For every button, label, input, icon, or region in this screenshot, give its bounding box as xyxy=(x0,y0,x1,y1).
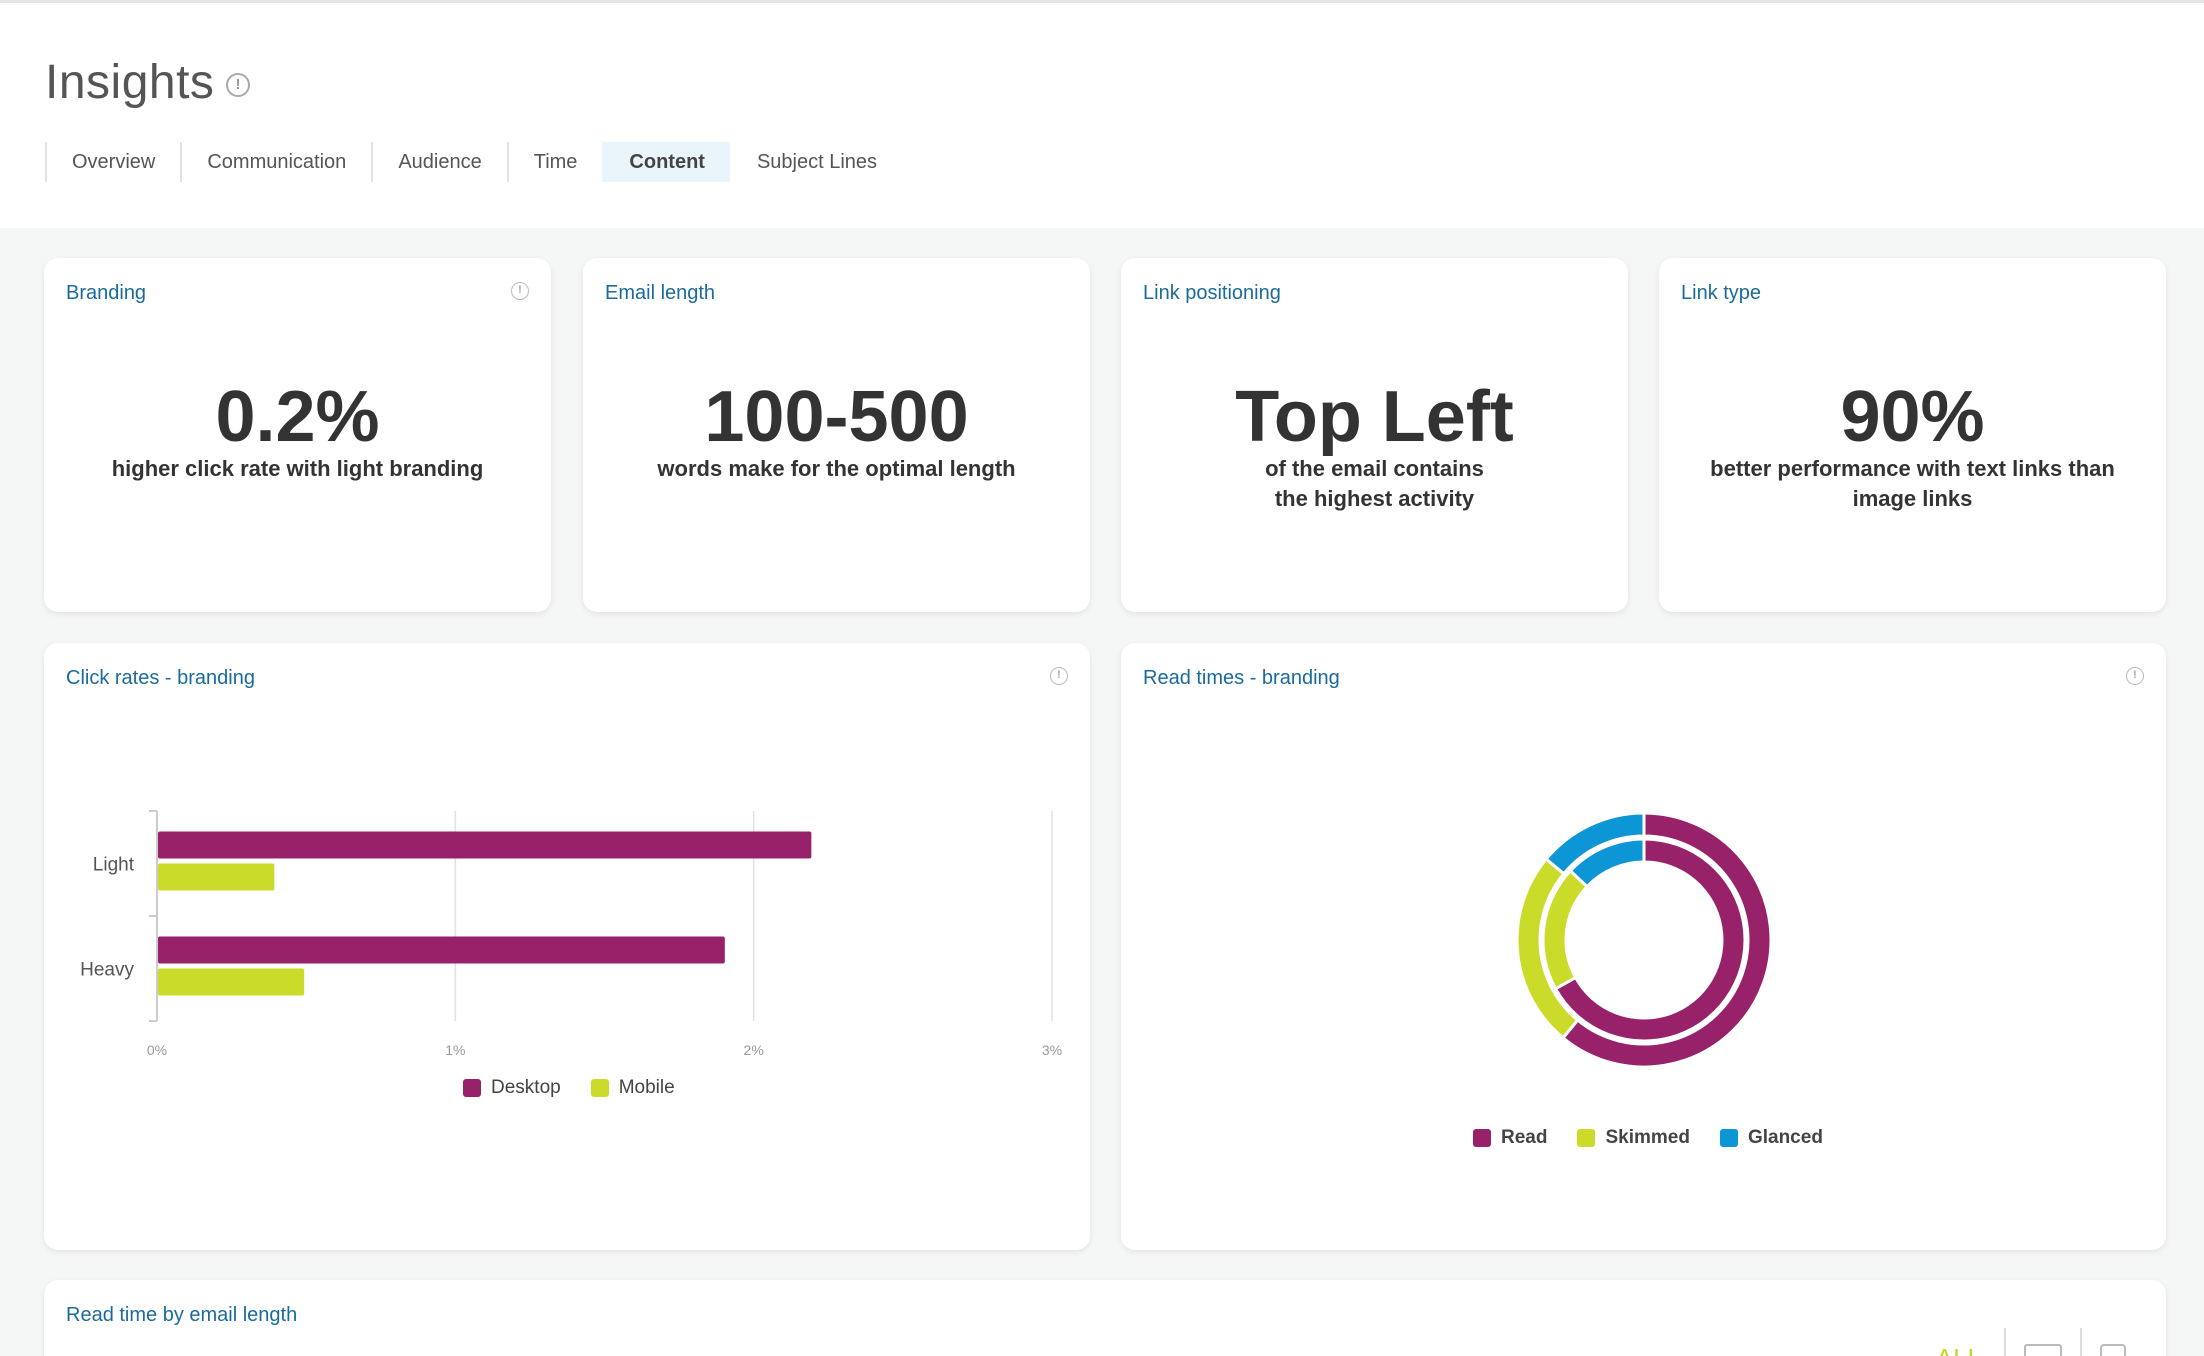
bar-mobile-light[interactable] xyxy=(158,863,275,891)
info-icon[interactable]: ! xyxy=(511,282,529,300)
card-title: Link type xyxy=(1681,282,1762,304)
desktop-icon[interactable] xyxy=(2024,1344,2062,1356)
read-times-donut-chart xyxy=(1515,811,1773,1069)
tab-overview[interactable]: Overview xyxy=(45,142,180,182)
stat-value: 100-500 xyxy=(704,377,969,457)
legend-swatch xyxy=(590,1079,609,1097)
donut-slice-inner-read[interactable] xyxy=(1553,837,1747,1043)
legend-swatch xyxy=(1473,1129,1491,1147)
header-bar: Insights ! Overview Communication Audien… xyxy=(0,0,2204,228)
stat-card-branding: Branding ! 0.2% higher click rate with l… xyxy=(44,258,551,612)
stat-card-email-length: Email length 100-500 words make for the … xyxy=(583,258,1090,612)
read-time-length-card: Read time by email length ALL xyxy=(44,1280,2166,1356)
stat-value: 0.2% xyxy=(215,377,380,457)
click-rates-bar-chart: 0% 1% 2% 3% Light Heavy xyxy=(80,810,1062,1058)
donut-slice-outer-read[interactable] xyxy=(1560,811,1773,1069)
tab-content[interactable]: Content xyxy=(602,142,730,182)
card-title: Link positioning xyxy=(1143,282,1281,304)
stat-description: words make for the optimal length xyxy=(657,456,1016,481)
legend-item-glanced[interactable]: Glanced xyxy=(1719,1127,1823,1149)
bar-desktop-heavy[interactable] xyxy=(158,936,725,964)
bar-chart-legend: Desktop Mobile xyxy=(463,1077,705,1099)
stat-description: of the email contains the highest activi… xyxy=(1265,456,1484,511)
card-title: Branding xyxy=(66,282,147,304)
stat-description: better performance with text links than … xyxy=(1710,456,2115,511)
card-title: Read time by email length xyxy=(66,1304,298,1326)
mobile-icon[interactable] xyxy=(2100,1344,2126,1356)
y-category-label: Heavy xyxy=(80,960,134,981)
stat-card-link-positioning: Link positioning Top Left of the email c… xyxy=(1121,258,1628,612)
card-title: Read times - branding xyxy=(1143,667,1340,689)
info-icon[interactable]: ! xyxy=(226,73,250,97)
legend-swatch xyxy=(1719,1129,1738,1147)
info-icon[interactable]: ! xyxy=(1050,667,1068,685)
legend-label: Desktop xyxy=(491,1077,561,1098)
tab-communication[interactable]: Communication xyxy=(180,142,371,182)
donut-slice-outer-glanced[interactable] xyxy=(1544,811,1646,876)
page-title: Insights xyxy=(45,56,215,109)
bar-mobile-heavy[interactable] xyxy=(158,968,305,996)
tab-subject-lines[interactable]: Subject Lines xyxy=(756,151,878,173)
legend-item-mobile[interactable]: Mobile xyxy=(590,1077,675,1099)
read-times-card: Read times - branding ! Read Skimmed Gla… xyxy=(1121,643,2166,1250)
donut-slice-inner-glanced[interactable] xyxy=(1568,837,1646,889)
legend-item-desktop[interactable]: Desktop xyxy=(463,1077,561,1099)
info-icon[interactable]: ! xyxy=(2126,667,2144,685)
x-tick-label: 0% xyxy=(147,1042,167,1058)
stat-card-link-type: Link type 90% better performance with te… xyxy=(1659,258,2166,612)
click-rates-card: Click rates - branding ! 0% 1% 2% 3% Light He… xyxy=(44,643,1090,1250)
x-tick-label: 2% xyxy=(744,1042,764,1058)
bar-desktop-light[interactable] xyxy=(158,831,812,859)
donut-chart-legend: Read Skimmed Glanced xyxy=(1473,1127,1853,1149)
legend-item-skimmed[interactable]: Skimmed xyxy=(1577,1127,1690,1149)
stat-value: Top Left xyxy=(1235,377,1514,457)
card-title: Email length xyxy=(605,282,716,304)
legend-swatch xyxy=(1577,1129,1596,1147)
legend-item-read[interactable]: Read xyxy=(1473,1127,1547,1149)
device-toggle: ALL xyxy=(1936,1328,2126,1356)
x-tick-label: 3% xyxy=(1042,1042,1062,1058)
toggle-divider xyxy=(2080,1328,2082,1356)
legend-label: Mobile xyxy=(618,1077,675,1098)
toggle-all-button[interactable]: ALL xyxy=(1936,1328,2006,1356)
legend-label: Read xyxy=(1501,1127,1548,1148)
tab-audience[interactable]: Audience xyxy=(371,142,506,182)
legend-label: Skimmed xyxy=(1605,1127,1690,1148)
tab-bar: Overview Communication Audience Time Con… xyxy=(45,142,902,182)
stat-value: 90% xyxy=(1840,377,1985,457)
y-category-label: Light xyxy=(93,855,135,876)
legend-label: Glanced xyxy=(1747,1127,1823,1148)
card-title: Click rates - branding xyxy=(66,667,255,689)
x-tick-label: 1% xyxy=(445,1042,465,1058)
tab-time[interactable]: Time xyxy=(506,142,603,182)
legend-swatch xyxy=(463,1079,481,1097)
stat-description: higher click rate with light branding xyxy=(111,456,484,481)
